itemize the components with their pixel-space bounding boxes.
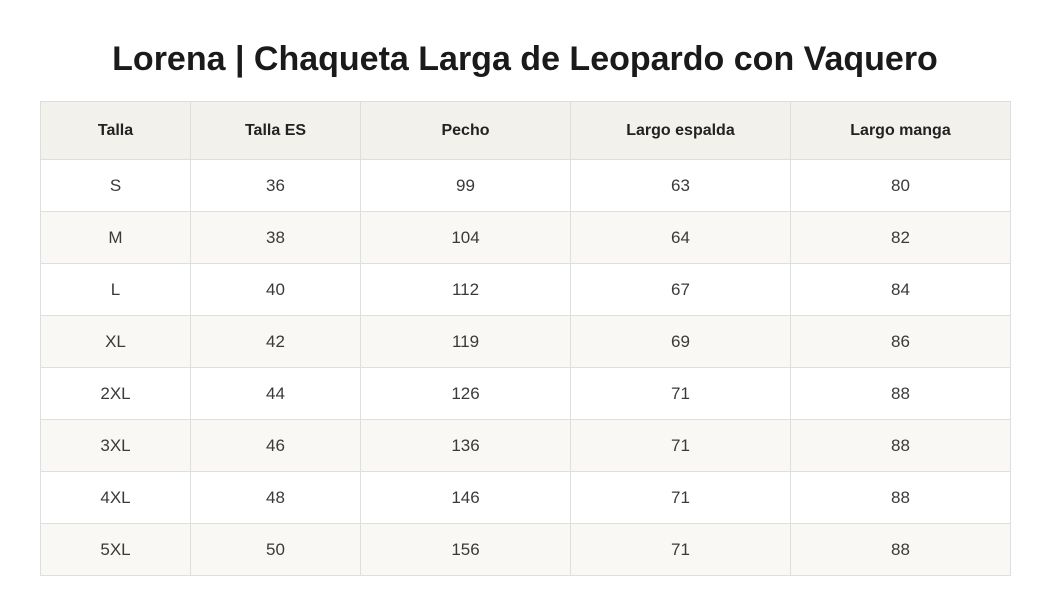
cell-pecho: 104 bbox=[360, 211, 571, 264]
table-row: M 38 104 64 82 bbox=[40, 211, 1011, 264]
cell-largo-espalda: 67 bbox=[570, 263, 791, 316]
cell-talla: 5XL bbox=[40, 523, 191, 576]
cell-largo-espalda: 71 bbox=[570, 523, 791, 576]
header-talla: Talla bbox=[40, 101, 191, 160]
cell-pecho: 112 bbox=[360, 263, 571, 316]
cell-talla: L bbox=[40, 263, 191, 316]
cell-talla-es: 48 bbox=[190, 471, 361, 524]
header-pecho: Pecho bbox=[360, 101, 571, 160]
cell-talla: 3XL bbox=[40, 419, 191, 472]
cell-talla: 2XL bbox=[40, 367, 191, 420]
cell-pecho: 136 bbox=[360, 419, 571, 472]
cell-largo-espalda: 71 bbox=[570, 471, 791, 524]
cell-largo-manga: 88 bbox=[790, 471, 1011, 524]
cell-largo-espalda: 71 bbox=[570, 367, 791, 420]
cell-talla-es: 40 bbox=[190, 263, 361, 316]
cell-largo-manga: 84 bbox=[790, 263, 1011, 316]
table-row: XL 42 119 69 86 bbox=[40, 315, 1011, 368]
cell-talla-es: 44 bbox=[190, 367, 361, 420]
cell-pecho: 119 bbox=[360, 315, 571, 368]
cell-talla: S bbox=[40, 159, 191, 212]
cell-pecho: 146 bbox=[360, 471, 571, 524]
cell-largo-espalda: 71 bbox=[570, 419, 791, 472]
table-row: 4XL 48 146 71 88 bbox=[40, 471, 1011, 524]
header-talla-es: Talla ES bbox=[190, 101, 361, 160]
table-header-row: Talla Talla ES Pecho Largo espalda Largo… bbox=[40, 101, 1011, 160]
cell-largo-manga: 88 bbox=[790, 367, 1011, 420]
header-largo-manga: Largo manga bbox=[790, 101, 1011, 160]
table-row: S 36 99 63 80 bbox=[40, 159, 1011, 212]
cell-talla-es: 36 bbox=[190, 159, 361, 212]
page-title: Lorena | Chaqueta Larga de Leopardo con … bbox=[112, 40, 938, 78]
cell-largo-manga: 88 bbox=[790, 523, 1011, 576]
cell-talla-es: 42 bbox=[190, 315, 361, 368]
cell-talla-es: 46 bbox=[190, 419, 361, 472]
cell-largo-espalda: 64 bbox=[570, 211, 791, 264]
table-row: 5XL 50 156 71 88 bbox=[40, 523, 1011, 576]
header-largo-espalda: Largo espalda bbox=[570, 101, 791, 160]
cell-talla-es: 50 bbox=[190, 523, 361, 576]
cell-talla: 4XL bbox=[40, 471, 191, 524]
cell-largo-manga: 82 bbox=[790, 211, 1011, 264]
cell-largo-manga: 88 bbox=[790, 419, 1011, 472]
table-row: L 40 112 67 84 bbox=[40, 263, 1011, 316]
cell-pecho: 156 bbox=[360, 523, 571, 576]
table-row: 2XL 44 126 71 88 bbox=[40, 367, 1011, 420]
cell-largo-espalda: 63 bbox=[570, 159, 791, 212]
cell-largo-manga: 86 bbox=[790, 315, 1011, 368]
size-chart-table: Talla Talla ES Pecho Largo espalda Largo… bbox=[40, 101, 1011, 576]
cell-largo-espalda: 69 bbox=[570, 315, 791, 368]
table-row: 3XL 46 136 71 88 bbox=[40, 419, 1011, 472]
cell-talla: XL bbox=[40, 315, 191, 368]
cell-talla: M bbox=[40, 211, 191, 264]
cell-talla-es: 38 bbox=[190, 211, 361, 264]
cell-pecho: 126 bbox=[360, 367, 571, 420]
cell-pecho: 99 bbox=[360, 159, 571, 212]
cell-largo-manga: 80 bbox=[790, 159, 1011, 212]
